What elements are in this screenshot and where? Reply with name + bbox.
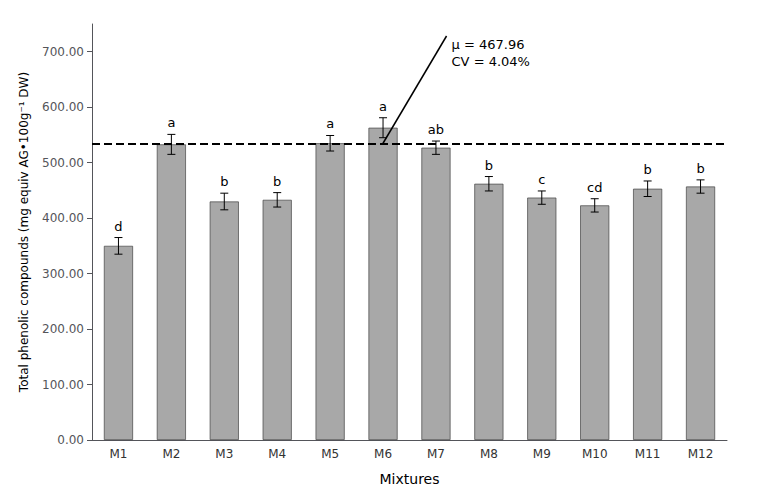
svg-text:M10: M10 [582,447,608,461]
svg-text:600.00: 600.00 [42,100,84,114]
svg-text:400.00: 400.00 [42,211,84,225]
svg-text:M3: M3 [215,447,233,461]
svg-text:c: c [538,172,545,187]
svg-text:M6: M6 [374,447,392,461]
svg-text:300.00: 300.00 [42,267,84,281]
svg-text:b: b [485,158,493,173]
svg-text:M8: M8 [480,447,498,461]
svg-text:Total phenolic compounds (mg e: Total phenolic compounds (mg equiv AG•10… [17,72,31,393]
svg-text:M2: M2 [162,447,180,461]
svg-text:ab: ab [428,122,444,137]
svg-text:100.00: 100.00 [42,378,84,392]
svg-text:Mixtures: Mixtures [380,471,440,487]
svg-text:b: b [273,174,281,189]
svg-text:b: b [696,161,704,176]
svg-text:M7: M7 [427,447,445,461]
svg-text:CV = 4.04%: CV = 4.04% [452,54,530,69]
svg-text:M9: M9 [533,447,551,461]
svg-text:cd: cd [587,180,602,195]
svg-text:700.00: 700.00 [42,45,84,59]
svg-text:b: b [220,174,228,189]
svg-text:200.00: 200.00 [42,322,84,336]
svg-text:M12: M12 [688,447,714,461]
svg-text:M11: M11 [635,447,661,461]
svg-text:500.00: 500.00 [42,156,84,170]
svg-text:0.00: 0.00 [57,433,84,447]
svg-text:b: b [643,162,651,177]
svg-text:M5: M5 [321,447,339,461]
svg-text:M1: M1 [109,447,127,461]
svg-text:M4: M4 [268,447,286,461]
svg-text:d: d [114,219,122,234]
svg-text:a: a [326,116,334,131]
svg-text:a: a [167,115,175,130]
svg-text:μ = 467.96: μ = 467.96 [452,37,525,52]
svg-text:a: a [379,99,387,114]
